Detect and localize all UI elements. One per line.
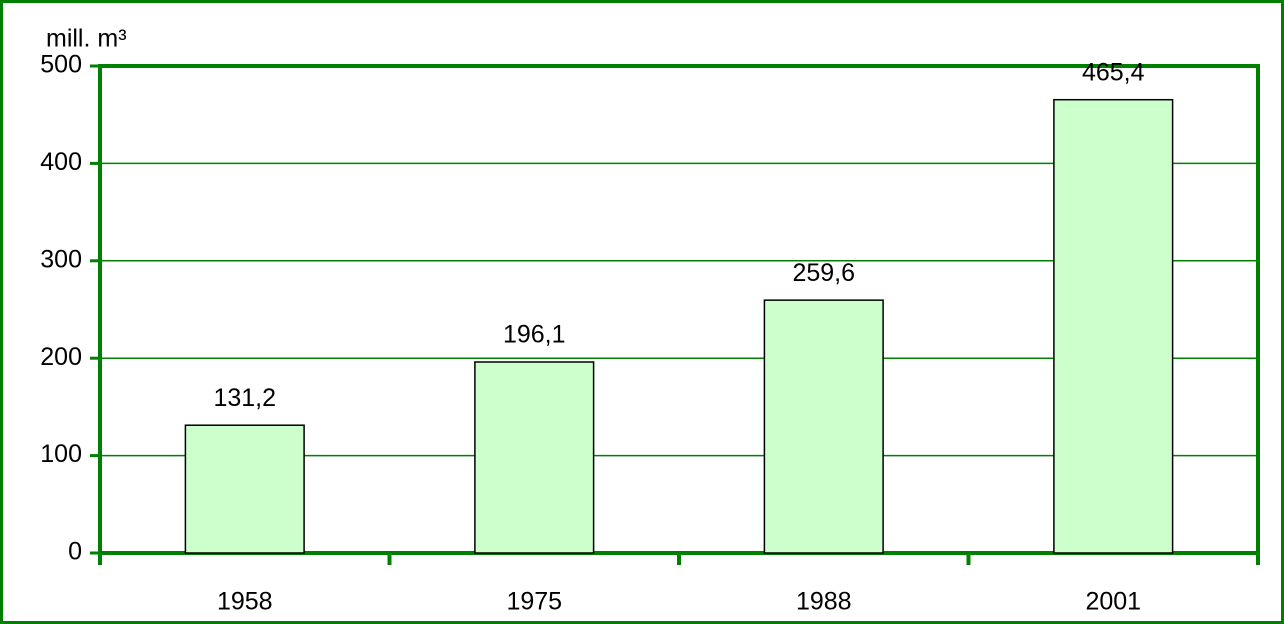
x-tick-label: 1988: [796, 588, 852, 616]
x-tick-label: 1958: [217, 588, 273, 616]
bar: [474, 361, 595, 554]
value-label: 465,4: [1082, 58, 1145, 86]
y-tick-label: 200: [40, 343, 82, 371]
value-label: 196,1: [503, 321, 566, 349]
y-tick-label: 500: [40, 51, 82, 79]
y-tick-label: 400: [40, 148, 82, 176]
y-tick-label: 300: [40, 245, 82, 273]
bar: [763, 299, 884, 554]
plot-frame: [98, 64, 1260, 555]
value-label: 131,2: [213, 384, 276, 412]
value-label: 259,6: [792, 259, 855, 287]
y-tick-label: 0: [68, 538, 82, 566]
x-tick-label: 1975: [506, 588, 562, 616]
bar: [184, 424, 305, 554]
bar: [1053, 98, 1174, 554]
x-tick-label: 2001: [1085, 588, 1141, 616]
y-axis-label: mill. m³: [46, 25, 127, 53]
y-tick-label: 100: [40, 440, 82, 468]
